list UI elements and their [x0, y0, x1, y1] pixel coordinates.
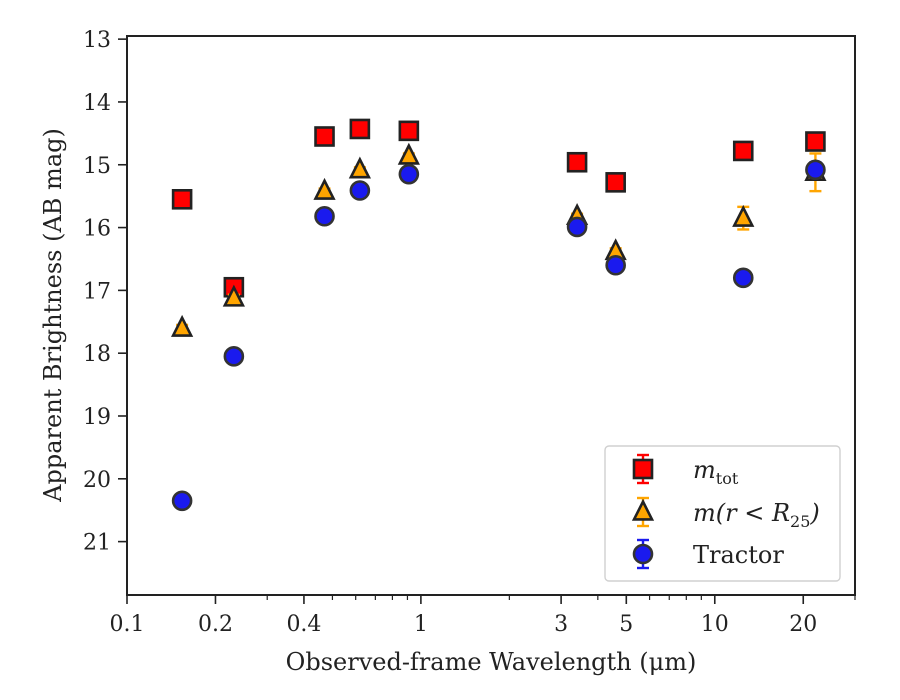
x-tick-label: 1 [414, 612, 428, 637]
triangle-marker [313, 177, 336, 200]
square-marker [314, 126, 335, 147]
x-tick-label: 3 [554, 612, 568, 637]
y-axis-label: Apparent Brightness (AB mag) [39, 128, 67, 503]
legend-square-marker [632, 458, 654, 480]
y-tick-label: 17 [83, 279, 111, 304]
triangle-marker [222, 284, 245, 307]
square-marker [398, 120, 420, 142]
x-tick-label: 20 [789, 612, 817, 637]
series-2 [171, 159, 826, 512]
legend: mtot m(r < R25) Tractor [604, 445, 841, 582]
x-tick-label: 0.1 [110, 612, 145, 637]
y-tick-label: 19 [83, 405, 111, 430]
circle-marker [349, 180, 371, 201]
square-marker [349, 118, 371, 140]
series-1 [170, 142, 827, 337]
x-tick-label: 5 [619, 612, 633, 637]
square-marker [732, 140, 754, 162]
square-marker [566, 151, 588, 173]
y-tick-label: 21 [83, 531, 111, 556]
y-tick-label: 15 [83, 154, 111, 179]
square-marker [605, 172, 626, 193]
x-tick-label: 0.4 [286, 612, 321, 637]
x-tick-label: 10 [701, 612, 729, 637]
circle-marker [314, 205, 335, 227]
x-axis-label: Observed-frame Wavelength (μm) [286, 648, 697, 676]
circle-marker [398, 163, 420, 185]
circle-marker [566, 216, 588, 238]
circle-marker [171, 490, 193, 512]
triangle-marker [732, 204, 755, 227]
y-tick-label: 14 [83, 91, 111, 116]
circle-marker [605, 254, 626, 276]
circle-marker [732, 267, 754, 289]
triangle-marker [348, 156, 371, 179]
y-tick-label: 16 [83, 217, 111, 242]
circle-marker [805, 159, 826, 181]
legend-label: Tractor [693, 541, 784, 569]
y-tick-label: 18 [83, 342, 111, 367]
triangle-marker [170, 314, 194, 337]
legend-label: mtot [693, 456, 739, 488]
legend-label: m(r < R25) [693, 499, 820, 531]
legend-box [604, 445, 841, 582]
legend-circle-marker [632, 543, 654, 565]
legend-triangle-marker [631, 498, 655, 521]
square-marker [171, 189, 193, 210]
y-tick-label: 20 [83, 468, 111, 493]
circle-marker [223, 346, 245, 367]
series-0 [171, 118, 826, 298]
triangle-marker [397, 142, 420, 165]
x-tick-label: 0.2 [198, 612, 233, 637]
plot-frame [126, 35, 856, 596]
y-tick-label: 13 [83, 28, 111, 53]
plot-layer [170, 118, 827, 512]
square-marker [805, 131, 826, 152]
